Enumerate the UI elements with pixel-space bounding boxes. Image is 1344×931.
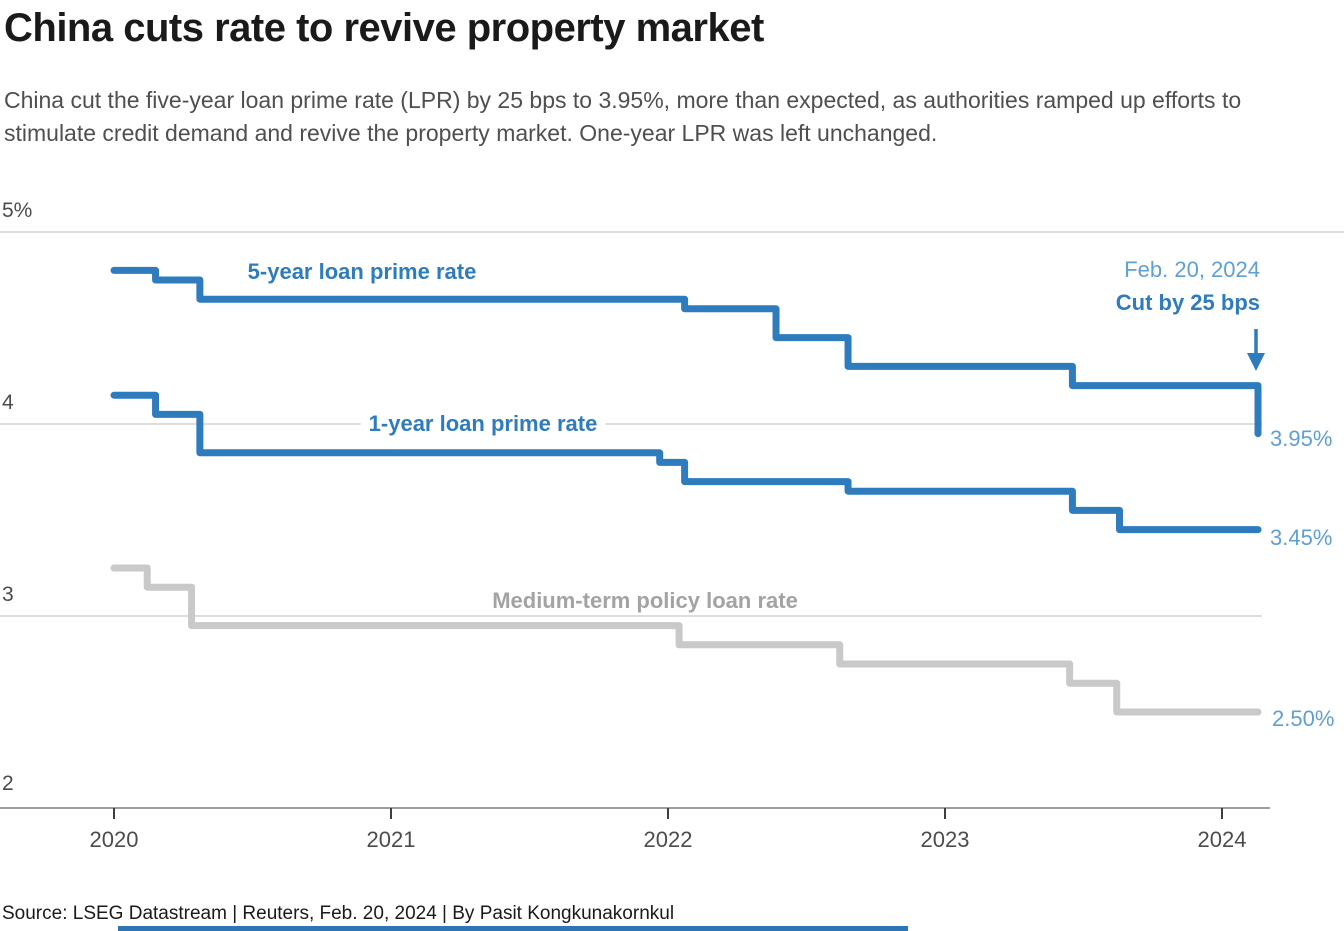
source-credit: Source: LSEG Datastream | Reuters, Feb. …: [2, 903, 675, 924]
y-axis-label-2: 2: [2, 772, 14, 795]
page-title: China cuts rate to revive property marke…: [4, 6, 764, 50]
series-label-1-year-lpr: 1-year loan prime rate: [360, 411, 606, 437]
y-axis-label-5: 5%: [2, 199, 33, 222]
series-label-mlf: Medium-term policy loan rate: [492, 588, 798, 613]
x-axis-label-2024: 2024: [1197, 827, 1247, 852]
series-label-5-year-lpr: 5-year loan prime rate: [247, 259, 477, 284]
x-axis-label-2021: 2021: [366, 827, 416, 852]
end-value-label-5-year: 3.95%: [1270, 426, 1333, 451]
annotation-date: Feb. 20, 2024: [1124, 257, 1260, 282]
end-value-label-mlf: 2.50%: [1272, 706, 1335, 731]
bottom-brand-bar: [118, 926, 908, 931]
annotation-cut-text: Cut by 25 bps: [1115, 290, 1260, 315]
x-axis-label-2023: 2023: [920, 827, 970, 852]
page-subtitle: China cut the five-year loan prime rate …: [4, 87, 1242, 146]
cut-annotation-arrow: [1247, 329, 1265, 371]
x-axis-label-2022: 2022: [643, 827, 693, 852]
series-lines: [110, 266, 1262, 716]
gridlines: [0, 231, 1344, 809]
y-axis-label-3: 3: [2, 583, 14, 606]
axis-ticks: [113, 808, 1223, 819]
x-axis-label-2020: 2020: [89, 827, 139, 852]
y-axis-label-4: 4: [2, 391, 14, 414]
end-value-label-1-year: 3.45%: [1270, 525, 1333, 550]
